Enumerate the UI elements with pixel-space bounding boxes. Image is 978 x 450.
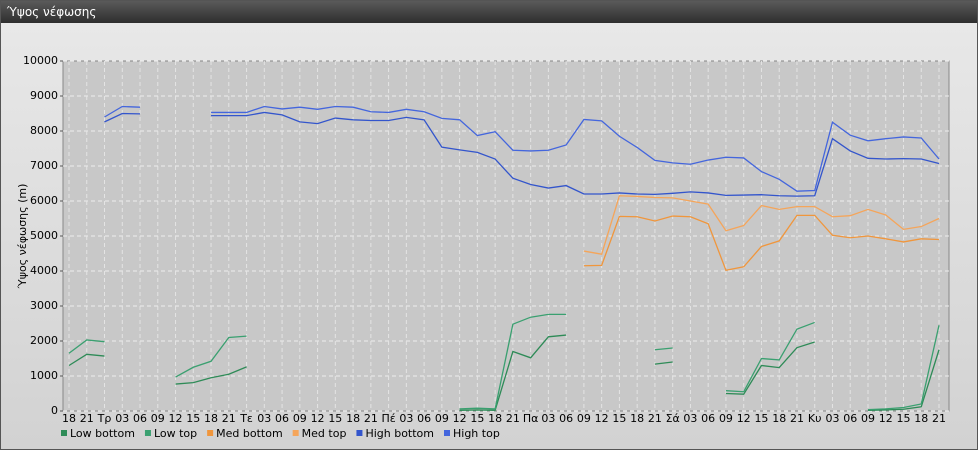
x-tick-label: 09: [151, 412, 165, 425]
y-tick-label: 8000: [30, 124, 58, 137]
legend-label: Low bottom: [70, 427, 135, 440]
x-tick-label: 12: [737, 412, 751, 425]
x-tick-label: 06: [559, 412, 573, 425]
x-tick-label: 21: [80, 412, 94, 425]
y-tick-label: 2000: [30, 334, 58, 347]
x-tick-label: 21: [222, 412, 236, 425]
x-tick-label: 12: [595, 412, 609, 425]
legend-label: Med top: [302, 427, 347, 440]
x-tick-label: 18: [914, 412, 928, 425]
x-tick-label: 06: [701, 412, 715, 425]
x-tick-label: 15: [470, 412, 484, 425]
y-tick-label: 10000: [23, 54, 58, 67]
x-tick-label: 03: [399, 412, 413, 425]
y-tick-label: 5000: [30, 229, 58, 242]
x-tick-label: 15: [612, 412, 626, 425]
series-line: [104, 111, 940, 197]
legend-swatch: [444, 430, 450, 436]
x-tick-label: 18: [346, 412, 360, 425]
x-tick-label: 21: [364, 412, 378, 425]
x-tick-label: 06: [275, 412, 289, 425]
x-tick-label: 03: [825, 412, 839, 425]
legend-label: High top: [453, 427, 500, 440]
y-axis-label: Ύψος νέφωσης (m): [16, 184, 29, 290]
x-tick-label: 12: [879, 412, 893, 425]
x-tick-label: 21: [648, 412, 662, 425]
x-tick-label: Τε: [239, 412, 253, 425]
y-tick-label: 0: [51, 404, 58, 417]
legend-label: High bottom: [365, 427, 434, 440]
x-tick-label: 09: [435, 412, 449, 425]
x-tick-label: 18: [62, 412, 76, 425]
x-tick-label: 18: [204, 412, 218, 425]
x-tick-label: 03: [683, 412, 697, 425]
x-tick-label: 18: [772, 412, 786, 425]
legend-swatch: [356, 430, 363, 436]
x-tick-label: 03: [257, 412, 271, 425]
x-tick-label: 03: [541, 412, 555, 425]
legend-swatch: [292, 430, 299, 436]
title-bar: Ύψος νέφωσης: [1, 1, 977, 23]
x-tick-label: Πα: [523, 412, 539, 425]
legend-label: Low top: [154, 427, 197, 440]
legend-swatch: [61, 430, 67, 436]
x-tick-label: 09: [577, 412, 591, 425]
x-tick-label: 12: [169, 412, 183, 425]
legend-label: Med bottom: [216, 427, 283, 440]
x-tick-label: 06: [133, 412, 147, 425]
x-tick-label: 18: [630, 412, 644, 425]
y-tick-label: 3000: [30, 299, 58, 312]
x-tick-label: 12: [311, 412, 325, 425]
x-tick-label: Κυ: [808, 412, 822, 425]
x-tick-label: 12: [453, 412, 467, 425]
legend-swatch: [144, 430, 151, 436]
series-line: [68, 313, 940, 411]
x-tick-label: 09: [861, 412, 875, 425]
x-tick-label: 06: [417, 412, 431, 425]
series-line: [68, 334, 940, 411]
y-tick-label: 9000: [30, 89, 58, 102]
x-tick-label: 21: [932, 412, 946, 425]
x-tick-label: 03: [115, 412, 129, 425]
x-tick-label: 09: [293, 412, 307, 425]
legend-swatch: [207, 430, 214, 436]
chart: Ύψος νέφωσης (m) 0 1000 2000 3000 4000 5000 60…: [16, 54, 950, 440]
x-tick-label: 15: [896, 412, 910, 425]
series-line: [583, 195, 940, 255]
x-tick-label: Πέ: [381, 412, 395, 425]
y-tick-label: 1000: [30, 369, 58, 382]
y-tick-label: 6000: [30, 194, 58, 207]
series-line: [104, 105, 940, 192]
x-tick-label: 15: [754, 412, 768, 425]
x-tick-label: 21: [506, 412, 520, 425]
x-tick-label: 18: [488, 412, 502, 425]
y-tick-label: 4000: [30, 264, 58, 277]
x-tick-label: 15: [186, 412, 200, 425]
y-tick-label: 7000: [30, 159, 58, 172]
x-tick-label: 15: [328, 412, 342, 425]
x-tick-label: Τρ: [97, 412, 112, 425]
x-tick-label: 09: [719, 412, 733, 425]
x-tick-label: Σά: [666, 412, 680, 425]
x-tick-label: 06: [843, 412, 857, 425]
series-line: [583, 214, 940, 272]
x-tick-label: 21: [790, 412, 804, 425]
